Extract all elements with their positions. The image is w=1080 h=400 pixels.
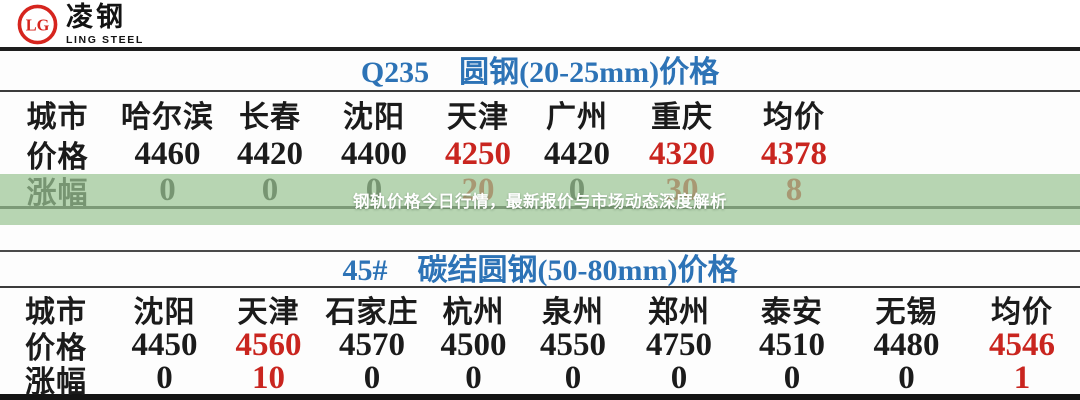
row-label-price: 价格 [26,141,89,174]
city-cell: 无锡 [875,295,938,329]
price-cell: 4378 [761,135,827,172]
brand-name-en: LING STEEL [66,33,144,46]
price-cell: 4546 [989,326,1055,363]
city-cell: 广州 [546,101,608,134]
empty-cell [850,134,1080,174]
price-cell: 4550 [540,326,606,363]
price-cell: 4500 [440,326,507,363]
price-cell: 4450 [131,326,198,363]
city-cell: 天津 [237,295,300,329]
change-cell: 1 [1013,360,1031,396]
change-cell: 0 [564,360,582,396]
city-cell: 石家庄 [325,295,419,329]
city-cell: 泰安 [761,295,823,329]
row-label-price: 价格 [25,332,87,365]
row-label-city: 城市 [25,295,87,329]
empty-cell [850,94,1080,134]
table2: 城市 沈阳 天津 石家庄 杭州 泉州 郑州 泰安 无锡 均价 价格 4450 4… [0,290,1080,400]
price-cell: 4560 [235,326,302,363]
table1-title: Q235 圆钢(20-25mm)价格 [0,55,1080,92]
change-cell: 0 [465,360,482,396]
price-cell: 4570 [339,326,405,363]
price-cell: 4400 [341,135,407,172]
emblem-monogram: LG [26,16,50,35]
price-cell: 4750 [646,326,712,363]
city-cell: 均价 [763,101,825,134]
ling-steel-logo: LG 凌钢 LING STEEL [16,3,144,46]
row-label-change: 涨幅 [25,365,87,399]
city-cell: 天津 [447,101,509,134]
banner-headline: 钢轨价格今日行情，最新报价与市场动态深度解析 [353,192,727,211]
price-cell: 4320 [649,135,715,172]
price-cell: 4420 [544,135,610,172]
price-cell: 4510 [759,326,825,363]
change-cell: 0 [363,360,381,396]
logo-text: 凌钢 LING STEEL [66,2,144,46]
price-cell: 4420 [237,135,303,172]
city-cell: 哈尔滨 [121,101,214,134]
city-cell: 泉州 [542,295,604,329]
city-cell: 均价 [991,295,1053,329]
overlay-banner: 钢轨价格今日行情，最新报价与市场动态深度解析 [0,174,1080,225]
ling-steel-emblem-icon: LG [17,4,58,45]
city-cell: 长春 [239,101,301,134]
city-cell: 重庆 [651,101,713,134]
table2-title: 45# 碳结圆钢(50-80mm)价格 [0,250,1080,288]
price-cell: 4480 [873,326,940,363]
brand-name-cn: 凌钢 [66,2,126,33]
city-cell: 沈阳 [343,101,405,134]
change-cell: 0 [156,360,173,396]
city-cell: 郑州 [648,295,710,329]
price-cell: 4250 [445,135,511,172]
change-cell: 0 [783,360,801,396]
price-cell: 4460 [134,135,201,172]
logo-bar: LG 凌钢 LING STEEL [0,0,1080,51]
city-cell: 沈阳 [133,295,196,329]
city-cell: 杭州 [442,295,505,329]
row-label-city: 城市 [26,101,89,134]
change-cell: 0 [670,360,688,396]
change-cell: 0 [898,360,915,396]
change-cell: 10 [252,360,285,396]
